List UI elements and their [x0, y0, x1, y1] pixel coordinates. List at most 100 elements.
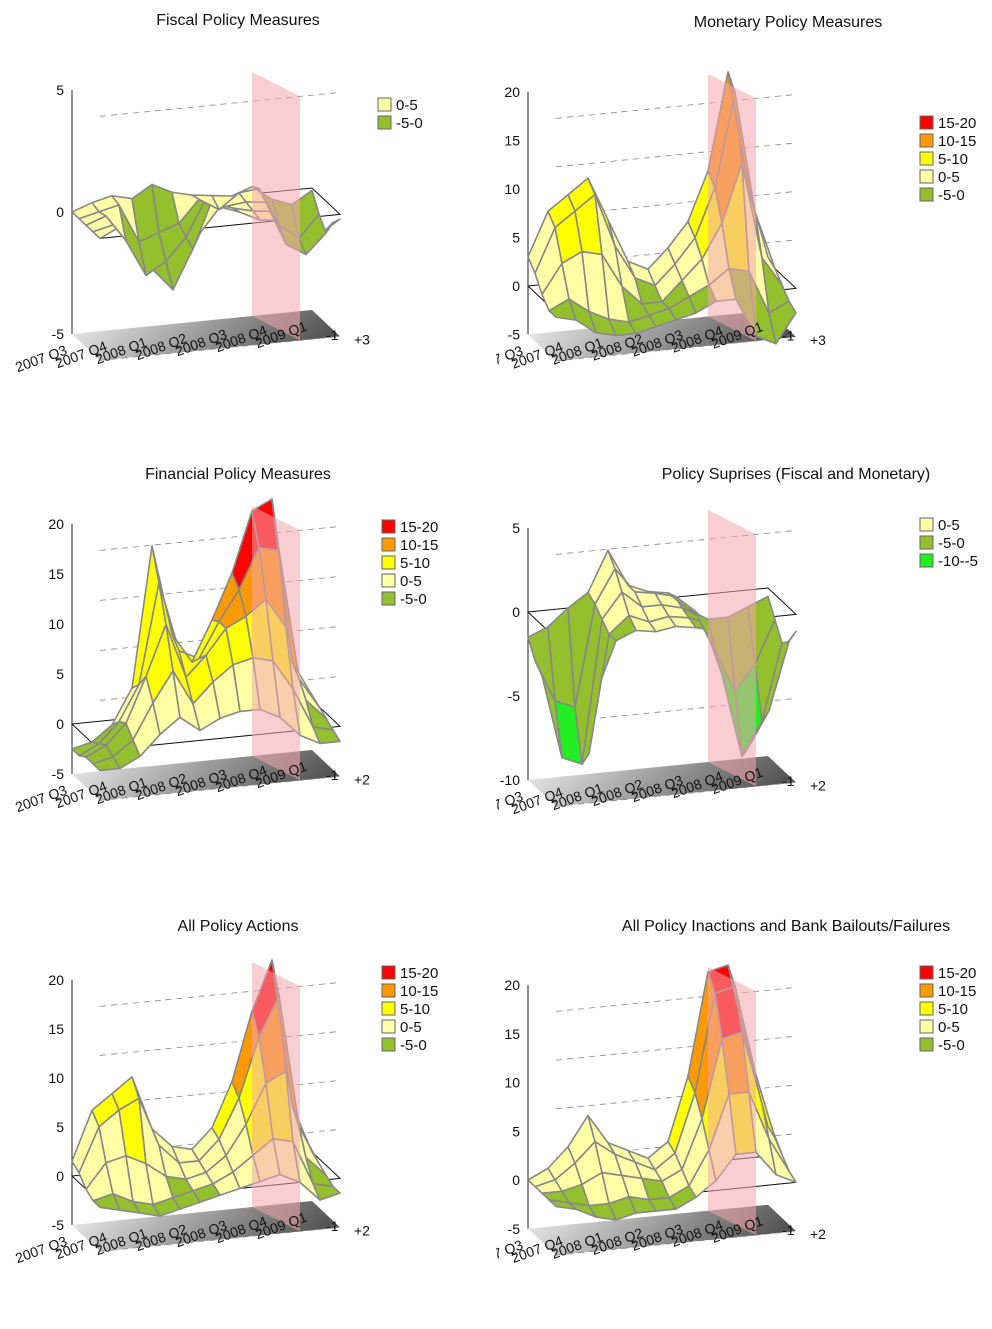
depth-tick-label: -1	[782, 328, 795, 344]
z-gridline	[555, 530, 797, 555]
legend-swatch	[381, 537, 396, 552]
z-tick-label: -5	[508, 1221, 521, 1237]
z-tick-label: 20	[48, 516, 64, 532]
z-tick-label: 10	[48, 616, 64, 632]
z-tick-label: -10	[500, 772, 520, 788]
legend-swatch	[381, 1001, 396, 1016]
panel-financial-policy: Financial Policy Measures -5 0 5 10 15 20 2007…	[0, 452, 496, 892]
legend-label: -5-0	[938, 1037, 965, 1054]
legend-label: 10-15	[938, 133, 976, 150]
legend-swatch	[381, 983, 396, 998]
legend-label: 5-10	[400, 1001, 430, 1018]
legend-label: -5-0	[400, 1037, 427, 1054]
z-gridline	[555, 94, 797, 119]
chart-title: Monetary Policy Measures	[693, 14, 883, 31]
depth-tick-label: +2	[810, 777, 826, 793]
z-gridline	[555, 142, 797, 168]
legend-label: 5-10	[938, 1001, 968, 1018]
legend-swatch	[381, 965, 396, 980]
chart-title: Fiscal Policy Measures	[156, 12, 320, 29]
legend-swatch	[919, 187, 934, 202]
z-gridline	[99, 776, 341, 801]
legend-swatch	[377, 115, 392, 130]
z-gridline	[99, 576, 341, 601]
z-tick-label: 10	[48, 1070, 64, 1086]
event-marker-plane	[252, 72, 300, 341]
z-gridline	[555, 1230, 797, 1256]
z-tick-label: 0	[512, 604, 520, 620]
legend-swatch	[919, 1001, 934, 1016]
chart-title: All Policy Inactions and Bank Bailouts/F…	[621, 918, 951, 935]
legend-label: 10-15	[400, 983, 438, 1000]
chart-title: Policy Suprises (Fiscal and Monetary)	[661, 466, 931, 483]
z-gridline	[99, 526, 341, 551]
legend-swatch	[919, 115, 934, 130]
event-marker-plane	[708, 510, 756, 787]
legend-label: 0-5	[938, 517, 960, 534]
z-tick-label: 5	[56, 666, 64, 682]
event-marker-plane	[708, 74, 756, 341]
legend-swatch	[919, 517, 934, 532]
legend-swatch	[919, 535, 934, 550]
z-tick-label: -5	[508, 688, 521, 704]
legend-swatch	[919, 1019, 934, 1034]
legend-label: 5-10	[938, 151, 968, 168]
legend-label: 15-20	[400, 965, 438, 982]
z-tick-label: 5	[512, 1123, 520, 1139]
legend-swatch	[381, 555, 396, 570]
z-tick-label: 0	[512, 1172, 520, 1188]
legend-swatch	[381, 1019, 396, 1034]
legend-label: -10--5	[938, 553, 978, 570]
z-tick-label: 10	[504, 1075, 520, 1091]
depth-tick-label: -1	[326, 767, 339, 783]
panel-fiscal-policy: Fiscal Policy Measures -5 0 5 2007 Q3 2007 Q…	[0, 0, 496, 440]
depth-tick-label: +3	[354, 331, 370, 347]
z-tick-label: 5	[512, 520, 520, 536]
chart-title: All Policy Actions	[177, 918, 299, 935]
panel-policy-surprises: Policy Suprises (Fiscal and Monetary) -1…	[469, 452, 992, 892]
legend-swatch	[919, 1037, 934, 1052]
depth-tick-label: -1	[326, 327, 339, 343]
z-gridline	[99, 92, 341, 117]
legend-swatch	[919, 151, 934, 166]
depth-tick-label: -1	[326, 1218, 339, 1234]
z-tick-label: 5	[56, 82, 64, 98]
z-tick-label: 10	[504, 181, 520, 197]
z-tick-label: 15	[48, 1021, 64, 1037]
legend-label: 10-15	[938, 983, 976, 1000]
legend-swatch	[381, 591, 396, 606]
legend-swatch	[381, 1037, 396, 1052]
legend-label: 10-15	[400, 537, 438, 554]
z-tick-label: 15	[48, 566, 64, 582]
z-tick-label: 20	[504, 977, 520, 993]
z-tick-label: -5	[508, 327, 521, 343]
depth-tick-label: +2	[810, 1226, 826, 1242]
z-tick-label: -5	[52, 326, 65, 342]
legend-swatch	[381, 519, 396, 534]
z-gridline	[555, 987, 797, 1012]
legend-swatch	[919, 169, 934, 184]
z-tick-label: 0	[56, 1168, 64, 1184]
legend-label: 0-5	[400, 573, 422, 590]
depth-tick-label: -1	[782, 773, 795, 789]
legend-label: 0-5	[938, 1019, 960, 1036]
chart-title: Financial Policy Measures	[145, 466, 331, 483]
panel-monetary-policy: Monetary Policy Measures -5 0 5 10 15 20 2007 …	[469, 0, 992, 440]
legend-swatch	[919, 133, 934, 148]
legend-label: 0-5	[400, 1019, 422, 1036]
legend-label: -5-0	[938, 187, 965, 204]
z-tick-label: 15	[504, 1026, 520, 1042]
z-gridline	[555, 1035, 797, 1061]
depth-tick-label: -1	[782, 1222, 795, 1238]
depth-tick-label: +2	[354, 1222, 370, 1238]
z-tick-label: 15	[504, 133, 520, 149]
z-tick-label: 0	[56, 204, 64, 220]
z-gridline	[555, 782, 797, 807]
legend-label: 5-10	[400, 555, 430, 572]
